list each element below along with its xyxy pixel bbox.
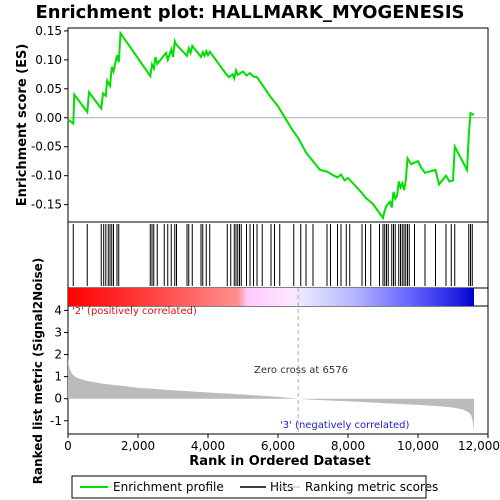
x-tick-label: 2,000	[121, 439, 155, 453]
legend-enrichment-label: Enrichment profile	[113, 480, 224, 494]
es-y-tick-label: 0.05	[35, 82, 62, 96]
zero-cross-label: Zero cross at 6576	[254, 365, 348, 376]
metric-y-axis: 4 3 2 1 0 -1	[50, 303, 68, 428]
es-y-tick-label: -0.10	[31, 169, 62, 183]
es-panel	[67, 27, 489, 223]
legend-metric-label: Ranking metric scores	[305, 480, 438, 494]
metric-y-tick-label: 1	[54, 370, 62, 384]
x-tick-label: 6,000	[261, 439, 295, 453]
x-axis: 0 2,000 4,000 6,000 8,000 10,000 12,000	[64, 434, 500, 453]
chart-title: Enrichment plot: HALLMARK_MYOGENESIS	[35, 2, 464, 23]
hits-panel	[67, 221, 489, 289]
x-tick-label: 8,000	[331, 439, 365, 453]
positive-correlation-label: '2' (positively correlated)	[72, 306, 197, 317]
metric-y-tick-label: 3	[54, 325, 62, 339]
hit-markers	[72, 224, 473, 286]
es-y-tick-label: -0.15	[31, 198, 62, 212]
es-y-axis: 0.15 0.10 0.05 0.00 -0.05 -0.10 -0.15	[31, 24, 68, 212]
x-tick-label: 10,000	[397, 439, 439, 453]
enrichment-profile-line	[67, 30, 475, 221]
rank-color-bar	[68, 288, 474, 306]
es-y-tick-label: -0.05	[31, 140, 62, 154]
ranking-metric-area	[68, 355, 474, 431]
es-y-tick-label: 0.00	[35, 111, 62, 125]
es-y-tick-label: 0.15	[35, 24, 62, 38]
metric-y-axis-label: Ranked list metric (Signal2Noise)	[31, 258, 45, 485]
metric-y-tick-label: 2	[54, 348, 62, 362]
x-tick-label: 12,000	[458, 439, 500, 453]
x-tick-label: 4,000	[191, 439, 225, 453]
es-y-tick-label: 0.10	[35, 53, 62, 67]
x-tick-label: 0	[64, 439, 72, 453]
metric-y-tick-label: 4	[54, 303, 62, 317]
es-y-axis-label: Enrichment score (ES)	[15, 44, 30, 207]
negative-correlation-label: '3' (negatively correlated)	[280, 420, 409, 431]
metric-y-tick-label: 0	[54, 392, 62, 406]
metric-y-tick-label: -1	[50, 414, 62, 428]
x-axis-label: Rank in Ordered Dataset	[189, 454, 370, 469]
